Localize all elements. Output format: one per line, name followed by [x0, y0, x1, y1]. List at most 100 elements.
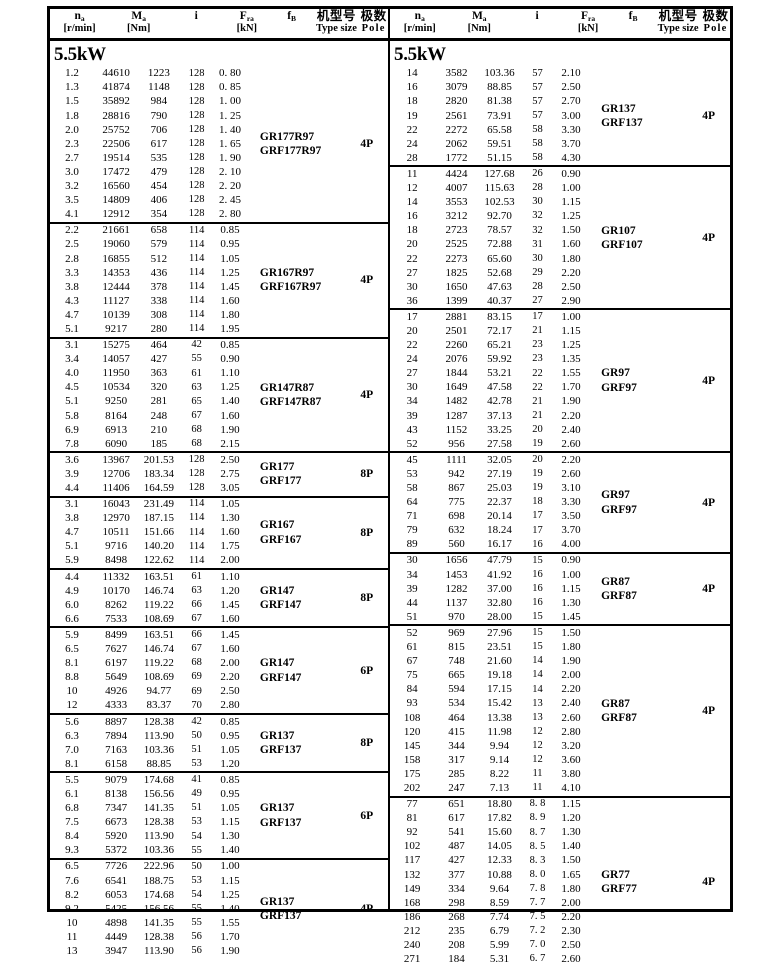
cell-ma: 12706: [102, 467, 130, 480]
table-row: 4.1 12912 354 128 2. 80: [50, 208, 257, 222]
cell-i: 454: [150, 180, 168, 193]
cell-fra: 42: [191, 715, 202, 727]
cell-na: 158: [403, 753, 421, 766]
cell-na: 16: [406, 210, 418, 223]
cell-na: 149: [403, 882, 421, 895]
table-row: 132 377 10.88 8. 0 1.65: [390, 868, 598, 882]
cell-ma: 2272: [445, 123, 468, 136]
cell-na: 175: [403, 767, 421, 780]
cell-fb: 4.30: [561, 151, 581, 164]
cell-i: 94.77: [146, 685, 172, 698]
table-row: 22 2260 65.21 23 1.25: [390, 339, 598, 353]
cell-fb: 2.50: [561, 280, 581, 293]
cell-fb: 1.25: [220, 381, 240, 394]
type-size-label: GR77: [601, 868, 630, 881]
table-row: 28 1772 51.15 58 4.30: [390, 151, 598, 165]
table-row: 8.8 5649 108.69 69 2.20: [50, 671, 257, 685]
table-row: 1.2 44610 1223 128 0. 80: [50, 67, 257, 81]
cell-na: 202: [403, 781, 421, 794]
cell-pole: 8P: [360, 592, 374, 605]
cell-fb: 2. 10: [218, 165, 241, 178]
cell-fb: 2.00: [561, 669, 581, 682]
table-row: 77 651 18.80 8. 8 1.15: [390, 798, 598, 812]
cell-fb: 1. 00: [218, 95, 241, 108]
cell-ma: 7726: [105, 860, 128, 873]
table-row: 67 748 21.60 14 1.90: [390, 655, 598, 669]
type-group: 5.6 8897 128.38 42 0.85 6.3 7894 113.90 50 0.95 7.…: [50, 712, 388, 771]
cell-fra: 27: [532, 295, 543, 307]
cell-fra: 128: [188, 152, 205, 164]
cell-fb: 2.50: [561, 939, 581, 952]
cell-fb: 1.75: [220, 540, 240, 553]
table-row: 53 942 27.19 19 2.60: [390, 467, 598, 481]
table-row: 51 970 28.00 15 1.45: [390, 610, 598, 624]
type-size-label: GR137: [259, 729, 295, 742]
group-columns: 3.1 15275 464 42 0.85 3.4 14057 427 55 0.90 4.0 119…: [50, 339, 257, 452]
cell-na: 39: [406, 409, 418, 422]
cell-ma: 184: [448, 953, 465, 966]
cell-na: 8.2: [65, 888, 79, 901]
cell-na: 271: [403, 953, 421, 966]
cell-fb: 2.50: [220, 453, 240, 466]
group-columns: 4.4 11332 163.51 61 1.10 4.9 10170 146.74 63 1.20…: [50, 570, 257, 626]
cell-i: 72.88: [487, 238, 512, 251]
table-row: 20 2525 72.88 31 1.60: [390, 238, 598, 252]
cell-fra: 14: [532, 655, 543, 667]
cell-na: 24: [406, 353, 418, 366]
type-group: 3.6 13967 201.53 128 2.50 3.9 12706 183.34 128 2.…: [50, 451, 388, 495]
cell-fb: 1.60: [220, 409, 240, 422]
cell-fra: 54: [191, 830, 202, 842]
type-group: 45 1111 32.05 20 2.20 53 942 27.19 19 2.60 58 867 25…: [390, 451, 730, 552]
type-size-label: GR177R97: [259, 130, 315, 143]
cell-ma: 6673: [105, 816, 128, 829]
cell-ma: 10170: [102, 584, 130, 597]
column-header-type-size: 机型号 Type size: [314, 9, 360, 35]
cell-na: 17: [406, 310, 418, 323]
cell-fra: 114: [188, 280, 205, 292]
table-row: 92 541 15.60 8. 7 1.30: [390, 826, 598, 840]
table-row: 3.8 12970 187.15 114 1.30: [50, 512, 257, 526]
cell-fb: 2.75: [220, 467, 240, 480]
cell-fra: 18: [532, 496, 543, 508]
cell-i: 127.68: [484, 167, 515, 180]
cell-fb: 1.80: [561, 252, 581, 265]
table-row: 71 698 20.14 17 3.50: [390, 510, 598, 524]
cell-na: 6.9: [65, 423, 79, 436]
column-header-i: i: [194, 10, 198, 23]
cell-fb: 1. 40: [218, 123, 241, 136]
table-row: 4.7 10511 151.66 114 1.60: [50, 526, 257, 540]
cell-fra: 56: [191, 945, 202, 957]
cell-fra: 8. 0: [529, 868, 546, 880]
cell-fb: 4.10: [561, 781, 581, 794]
table-row: 120 415 11.98 12 2.80: [390, 725, 598, 739]
cell-fra: 23: [532, 339, 543, 351]
type-group: 2.2 21661 658 114 0.85 2.5 19060 579 114 0.95 2.8 1…: [50, 221, 388, 337]
table-row: 61 815 23.51 15 1.80: [390, 641, 598, 655]
cell-i: 40.37: [487, 294, 512, 307]
cell-fb: 1.80: [561, 882, 581, 895]
cell-i: 113.90: [143, 830, 174, 843]
cell-fra: 57: [532, 67, 543, 79]
cell-na: 5.1: [65, 322, 79, 335]
cell-i: 51.15: [487, 151, 512, 164]
cell-na: 9.3: [65, 844, 79, 857]
type-group: 4.4 11332 163.51 61 1.10 4.9 10170 146.74 63 1.20…: [50, 568, 388, 626]
cell-na: 10: [66, 916, 78, 929]
cell-fra: 114: [188, 323, 205, 335]
cell-i: 15.42: [487, 697, 512, 710]
cell-na: 5.6: [65, 715, 79, 728]
cell-i: 308: [150, 308, 168, 321]
cell-ma: 2723: [445, 224, 468, 237]
cell-ma: 2525: [445, 238, 468, 251]
cell-ma: 21661: [102, 224, 130, 237]
cell-na: 5.1: [65, 395, 79, 408]
cell-fb: 1.20: [220, 757, 240, 770]
cell-i: 7.13: [489, 781, 510, 794]
cell-ma: 19514: [102, 151, 130, 164]
cell-ma: 317: [448, 753, 465, 766]
cell-fb: 2.60: [561, 437, 581, 450]
cell-i: 72.17: [487, 324, 512, 337]
cell-ma: 11332: [102, 570, 130, 583]
cell-i: 14.05: [487, 840, 512, 853]
cell-i: 8.59: [489, 896, 510, 909]
